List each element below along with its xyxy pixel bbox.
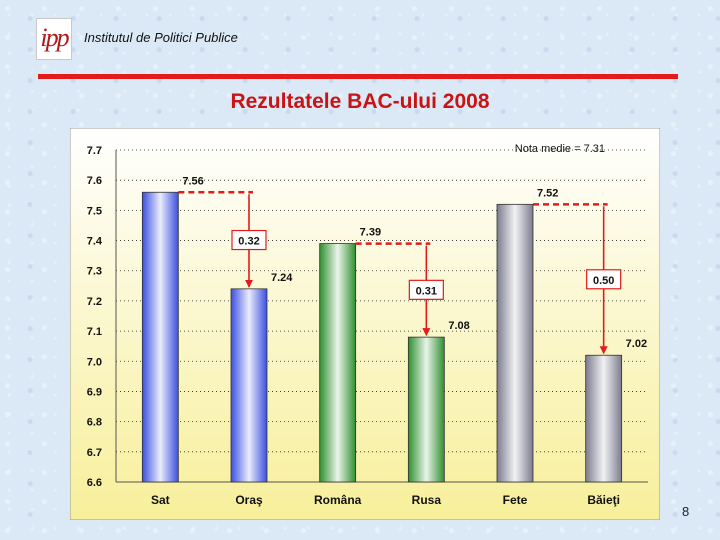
institute-logo: ipp bbox=[36, 18, 72, 60]
bar-5 bbox=[585, 354, 623, 483]
y-tick-label: 7.2 bbox=[87, 296, 102, 308]
x-category-label: Oraş bbox=[235, 493, 263, 507]
page-number: 8 bbox=[682, 504, 690, 519]
difference-badge bbox=[586, 269, 622, 290]
x-category-label: Băieţi bbox=[587, 493, 620, 507]
x-category-label: Româna bbox=[314, 493, 362, 507]
bar-4 bbox=[496, 203, 534, 483]
difference-badge bbox=[408, 279, 444, 300]
bar-chart: 6.6 6.7 6.8 6.9 7.0 7.1 7.2 7.3 7.4 7.5 7.6 7.7 0.3… bbox=[69, 127, 661, 521]
chart-container: 6.6 6.7 6.8 6.9 7.0 7.1 7.2 7.3 7.4 7.5 7.6 7.7 0.3… bbox=[69, 127, 661, 521]
bar-value-label: 7.39 bbox=[360, 227, 381, 239]
y-tick-label: 7.6 bbox=[87, 175, 102, 187]
bar-value-label: 7.08 bbox=[448, 320, 469, 332]
y-tick-label: 7.0 bbox=[87, 356, 102, 368]
header-rule bbox=[38, 74, 678, 79]
difference-label: 0.50 bbox=[593, 275, 614, 287]
x-category-label: Rusa bbox=[412, 493, 442, 507]
bar-1 bbox=[230, 288, 268, 483]
bar-value-label: 7.56 bbox=[182, 175, 203, 187]
x-category-label: Sat bbox=[151, 493, 170, 507]
bar-3 bbox=[407, 336, 445, 483]
y-tick-label: 7.7 bbox=[87, 145, 102, 157]
bar-value-label: 7.02 bbox=[626, 338, 647, 350]
y-tick-label: 6.8 bbox=[87, 417, 102, 429]
difference-badge bbox=[231, 229, 267, 251]
difference-label: 0.31 bbox=[416, 285, 437, 297]
x-category-label: Fete bbox=[503, 493, 528, 507]
y-tick-label: 7.3 bbox=[87, 266, 102, 278]
y-tick-label: 7.5 bbox=[87, 205, 102, 217]
bar-value-label: 7.52 bbox=[537, 187, 558, 199]
chart-annotation: Nota medie = 7.31 bbox=[515, 143, 605, 155]
y-tick-label: 7.1 bbox=[87, 326, 102, 338]
y-tick-label: 6.9 bbox=[87, 386, 102, 398]
bar-2 bbox=[319, 243, 357, 483]
y-tick-label: 6.6 bbox=[87, 477, 102, 489]
bar-value-label: 7.24 bbox=[271, 272, 293, 284]
y-tick-label: 6.7 bbox=[87, 447, 102, 459]
bar-0 bbox=[141, 191, 179, 483]
slide-title: Rezultatele BAC-ului 2008 bbox=[230, 90, 490, 113]
organization-name: Institutul de Politici Publice bbox=[84, 30, 238, 45]
y-tick-label: 7.4 bbox=[87, 236, 103, 248]
difference-label: 0.32 bbox=[238, 236, 259, 248]
